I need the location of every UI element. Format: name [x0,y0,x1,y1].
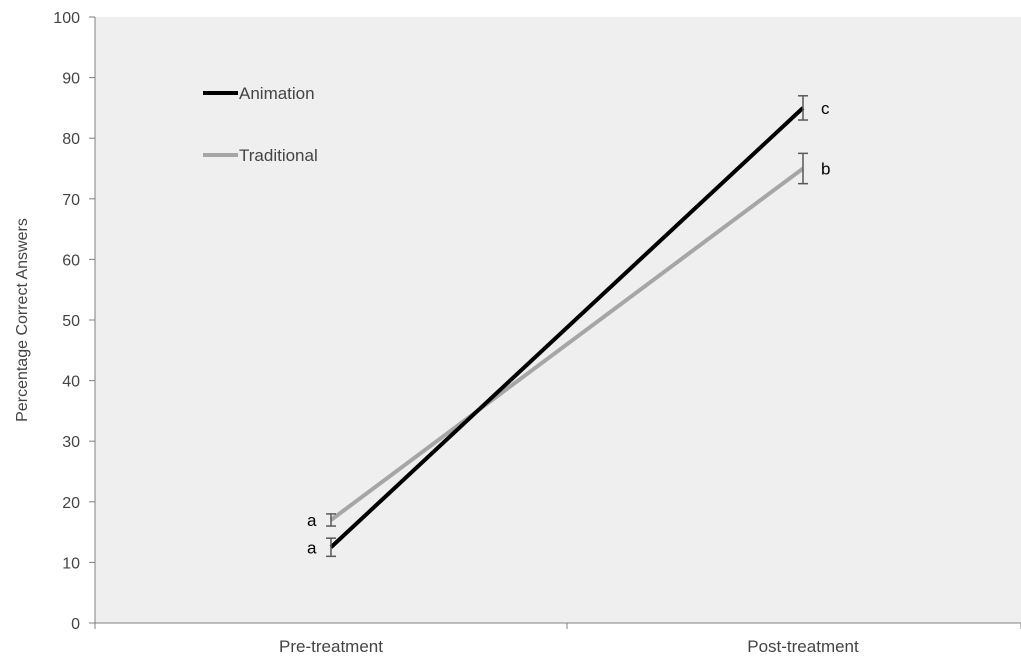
y-tick-label: 100 [53,10,80,27]
y-tick-label: 90 [62,71,80,88]
y-tick-label: 80 [62,131,80,148]
significance-letter: b [821,160,830,179]
y-tick-label: 40 [62,374,80,391]
significance-letter: a [307,511,317,530]
y-tick-label: 30 [62,434,80,451]
legend-label: Traditional [239,146,318,165]
x-tick-label: Post-treatment [747,637,859,656]
x-axis-ticks: Pre-treatment Post-treatment [95,623,1021,656]
y-tick-label: 20 [62,495,80,512]
y-tick-label: 60 [62,252,80,269]
y-tick-label: 10 [62,555,80,572]
plot-background [95,17,1021,623]
x-tick-label: Pre-treatment [279,637,383,656]
y-axis-label: Percentage Correct Answers [14,218,31,422]
legend-label: Animation [239,84,315,103]
y-axis-ticks: 0 10 20 30 40 50 60 70 80 90 100 [53,10,95,633]
significance-letter: a [307,538,317,557]
y-tick-label: 50 [62,313,80,330]
y-tick-label: 70 [62,192,80,209]
y-tick-label: 0 [71,616,80,633]
significance-letter: c [821,99,830,118]
